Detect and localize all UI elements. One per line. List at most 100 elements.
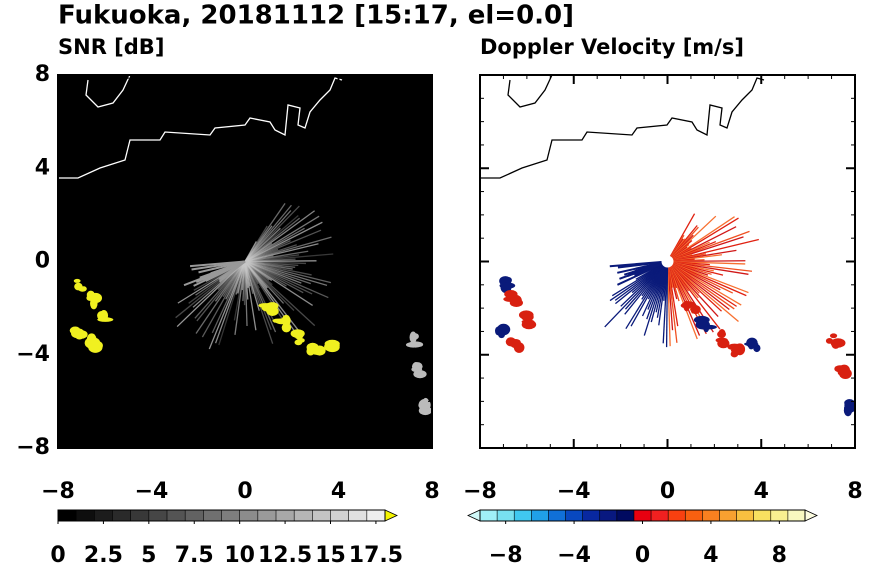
panel-title: Doppler Velocity [m/s] <box>480 35 744 59</box>
colorbar-segment <box>184 509 204 522</box>
echo-blob <box>74 282 83 291</box>
x-tick-label: 8 <box>847 479 862 504</box>
y-tick-label: 0 <box>35 249 50 274</box>
echo-blob <box>87 340 103 351</box>
echo-ray <box>244 260 304 294</box>
echo-ray <box>244 214 299 262</box>
echo-ray <box>244 260 302 284</box>
echo-ray <box>619 260 668 280</box>
colorbar-segment <box>293 509 313 522</box>
figure-title: Fukuoka, 20181112 [15:17, el=0.0] <box>58 1 574 31</box>
echo-ray <box>244 227 281 262</box>
echo-blob <box>504 276 512 284</box>
colorbar-extension <box>467 509 481 522</box>
x-tick-label: −8 <box>463 479 497 504</box>
colorbar-segment <box>94 509 114 522</box>
echo-blob <box>294 329 304 340</box>
echo-ray <box>244 260 293 270</box>
colorbar-tick-label: 10 <box>224 543 255 568</box>
echo-ray <box>244 229 322 263</box>
colorbar-tick-label: 8 <box>772 543 787 568</box>
echo-ray <box>244 261 316 327</box>
colorbar-segment <box>667 509 686 522</box>
colorbar-extension <box>384 509 398 522</box>
echo-ray <box>244 210 292 262</box>
echo-ray <box>225 261 246 300</box>
colorbar-segment <box>770 509 789 522</box>
colorbar-segment <box>719 509 738 522</box>
echo-blob <box>86 290 95 300</box>
echo-ray <box>244 260 270 281</box>
echo-blob <box>825 338 834 344</box>
echo-blob <box>681 301 696 308</box>
echo-blob <box>325 341 340 353</box>
echo-ray <box>244 261 272 331</box>
echo-ray <box>195 260 246 284</box>
echo-blob <box>418 401 430 409</box>
y-tick-label: 4 <box>35 155 50 180</box>
colorbar-tick-label: 7.5 <box>175 543 214 568</box>
echo-ray <box>244 261 259 284</box>
colorbar-segment <box>616 509 635 522</box>
colorbar-tick-label: 17.5 <box>349 543 403 568</box>
echo-blob <box>272 318 283 323</box>
colorbar-segment <box>736 509 755 522</box>
colorbar-segment <box>496 509 515 522</box>
echo-blob <box>717 338 730 349</box>
echo-ray <box>244 261 248 327</box>
echo-blob <box>829 333 838 339</box>
colorbar-segment <box>753 509 772 522</box>
echo-ray <box>244 250 309 263</box>
colorbar-segment <box>221 509 241 522</box>
colorbar-tick-label: 5 <box>141 543 156 568</box>
echo-ray <box>244 261 273 286</box>
colorbar-segment <box>513 509 532 522</box>
colorbar-segment <box>650 509 669 522</box>
radar-echo <box>69 202 432 416</box>
x-tick-label: −4 <box>135 479 169 504</box>
echo-blob <box>499 282 516 289</box>
x-tick-label: −4 <box>557 479 591 504</box>
colorbar-segment <box>203 509 223 522</box>
panel-title: SNR [dB] <box>58 35 164 59</box>
colorbar-segment <box>787 509 806 522</box>
echo-ray <box>244 254 300 263</box>
echo-blob <box>695 319 710 330</box>
colorbar-segment <box>548 509 567 522</box>
echo-ray <box>196 261 246 322</box>
echo-blob <box>90 297 98 310</box>
colorbar-tick-label: −8 <box>489 543 523 568</box>
echo-ray <box>244 260 307 265</box>
echo-ray <box>244 260 312 276</box>
colorbar-tick-label: 15 <box>315 543 346 568</box>
echo-blob <box>265 302 279 310</box>
colorbar-segment <box>479 509 498 522</box>
colorbar-tick-label: 0 <box>635 543 650 568</box>
echo-ray <box>218 260 246 283</box>
echo-ray <box>244 260 299 267</box>
echo-blob <box>413 370 427 379</box>
echo-ray <box>244 260 329 299</box>
colorbar-segment <box>130 509 150 522</box>
x-tick-label: 4 <box>754 479 769 504</box>
colorbar-segment <box>702 509 721 522</box>
echo-ray <box>244 261 289 328</box>
colorbar-tick-label: 2.5 <box>84 543 123 568</box>
echo-ray <box>244 253 334 263</box>
echo-ray <box>244 260 273 282</box>
echo-blob <box>744 341 759 347</box>
echo-blob <box>518 310 534 320</box>
coastline <box>85 74 131 108</box>
echo-ray <box>244 261 260 289</box>
colorbar-tick-label: 0 <box>50 543 65 568</box>
echo-blob <box>844 399 855 407</box>
echo-blob <box>717 330 726 338</box>
echo-ray <box>244 260 317 263</box>
echo-ray <box>244 261 260 311</box>
echo-blob <box>838 364 850 376</box>
echo-ray <box>214 261 246 302</box>
echo-ray <box>208 261 246 350</box>
echo-blob <box>412 361 420 372</box>
colorbar-segment <box>565 509 584 522</box>
